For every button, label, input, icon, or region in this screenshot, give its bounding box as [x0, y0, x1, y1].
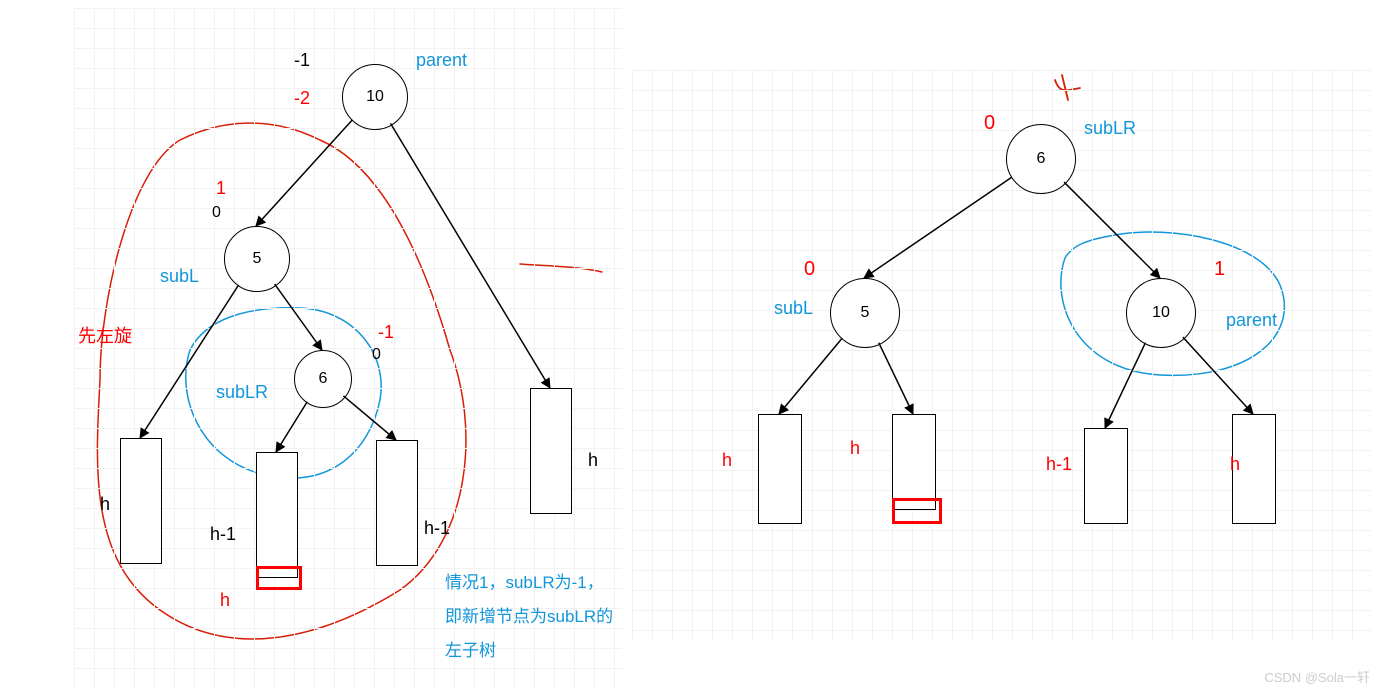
- left-label-9: 先左旋: [78, 322, 132, 348]
- right-label-6: h: [722, 450, 732, 471]
- watermark: CSDN @Sola一轩: [1264, 667, 1370, 686]
- left-label-4: 0: [212, 204, 221, 222]
- right-subtree-rA: [758, 414, 802, 524]
- right-node-6: 6: [1006, 124, 1076, 194]
- left-label-14: h: [588, 450, 598, 471]
- right-new-node-marker: [892, 498, 942, 524]
- left-subtree-rA: [120, 438, 162, 564]
- left-label-13: h-1: [424, 518, 450, 539]
- right-label-0: 0: [984, 112, 995, 135]
- right-label-3: subL: [774, 298, 813, 319]
- left-label-3: 1: [216, 178, 226, 199]
- left-label-11: h-1: [210, 524, 236, 545]
- left-subtree-rD: [530, 388, 572, 514]
- left-node-6: 6: [294, 350, 352, 408]
- right-label-8: h-1: [1046, 454, 1072, 475]
- grid-panel-1: [632, 70, 1372, 640]
- left-new-node-marker: [256, 566, 302, 590]
- right-label-2: 0: [804, 258, 815, 281]
- right-subtree-rC: [1084, 428, 1128, 524]
- right-label-9: h: [1230, 454, 1240, 475]
- left-label-8: subLR: [216, 382, 268, 403]
- right-node-5: 5: [830, 278, 900, 348]
- left-label-17: 左子树: [445, 636, 496, 661]
- right-label-5: parent: [1226, 310, 1277, 331]
- right-label-4: 1: [1214, 258, 1225, 281]
- right-node-10: 10: [1126, 278, 1196, 348]
- right-subtree-rB: [892, 414, 936, 510]
- left-node-10: 10: [342, 64, 408, 130]
- left-subtree-rC: [376, 440, 418, 566]
- right-label-1: subLR: [1084, 118, 1136, 139]
- left-label-0: -1: [294, 50, 310, 71]
- left-label-15: 情况1，subLR为-1，: [445, 568, 604, 593]
- left-label-5: subL: [160, 266, 199, 287]
- left-label-6: -1: [378, 322, 394, 343]
- left-label-1: -2: [294, 88, 310, 109]
- left-subtree-rB: [256, 452, 298, 578]
- left-node-5: 5: [224, 226, 290, 292]
- left-label-16: 即新增节点为subLR的: [445, 602, 613, 627]
- left-label-12: h: [220, 590, 230, 611]
- right-label-7: h: [850, 438, 860, 459]
- left-label-7: 0: [372, 346, 381, 364]
- left-label-2: parent: [416, 50, 467, 71]
- left-label-10: h: [100, 494, 110, 515]
